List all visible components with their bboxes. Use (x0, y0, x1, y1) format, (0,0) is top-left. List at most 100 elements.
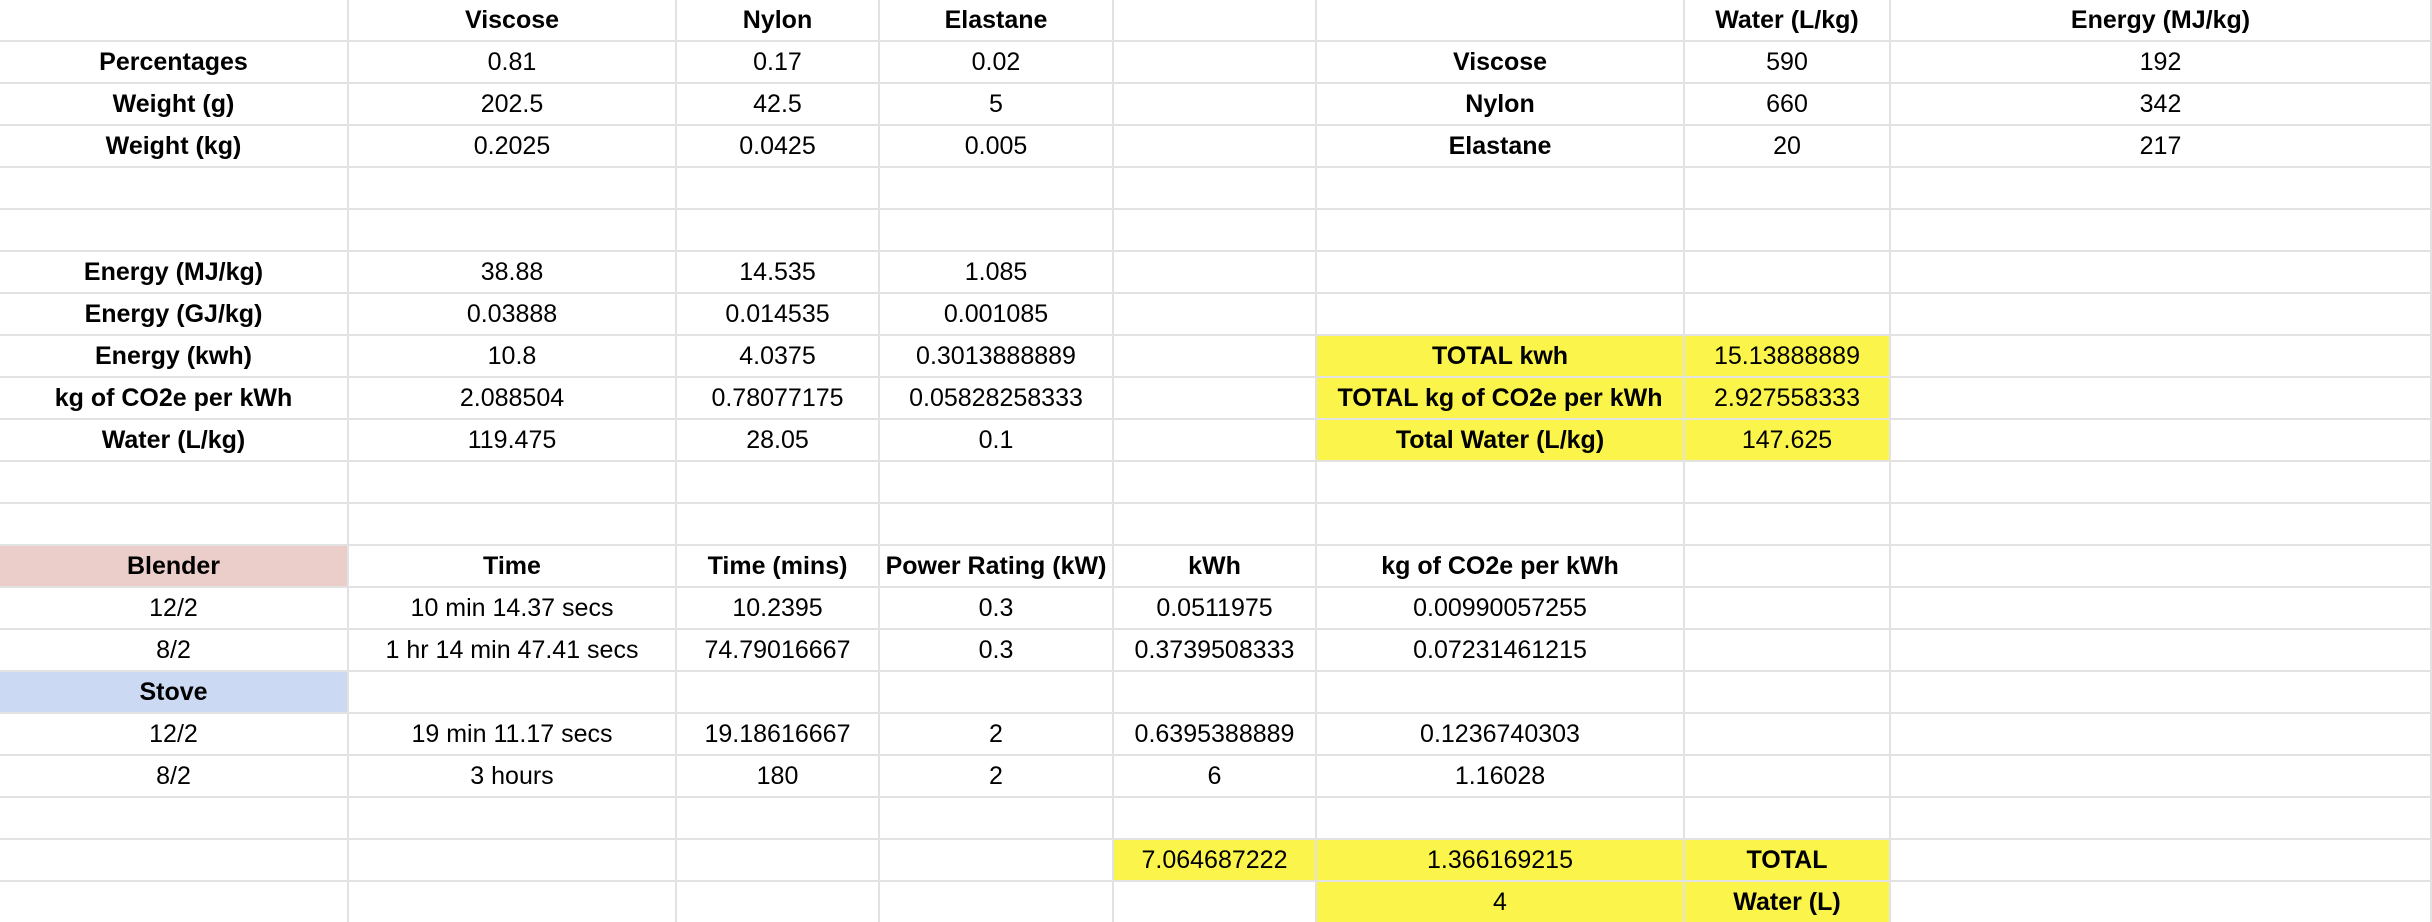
cell-E13[interactable] (1114, 504, 1317, 546)
cell-B8[interactable]: 0.03888 (349, 294, 677, 336)
cell-G22[interactable]: Water (L) (1685, 882, 1891, 922)
cell-D17[interactable] (880, 672, 1114, 714)
cell-D2[interactable]: 0.02 (880, 42, 1114, 84)
cell-C4[interactable]: 0.0425 (677, 126, 880, 168)
cell-C12[interactable] (677, 462, 880, 504)
cell-A2[interactable]: Percentages (0, 42, 349, 84)
cell-A3[interactable]: Weight (g) (0, 84, 349, 126)
cell-D22[interactable] (880, 882, 1114, 922)
cell-E3[interactable] (1114, 84, 1317, 126)
cell-G18[interactable] (1685, 714, 1891, 756)
cell-G16[interactable] (1685, 630, 1891, 672)
cell-G12[interactable] (1685, 462, 1891, 504)
cell-A11[interactable]: Water (L/kg) (0, 420, 349, 462)
cell-H6[interactable] (1891, 210, 2432, 252)
cell-G9[interactable]: 15.13888889 (1685, 336, 1891, 378)
cell-G15[interactable] (1685, 588, 1891, 630)
cell-H5[interactable] (1891, 168, 2432, 210)
cell-F12[interactable] (1317, 462, 1685, 504)
cell-F21[interactable]: 1.366169215 (1317, 840, 1685, 882)
cell-H9[interactable] (1891, 336, 2432, 378)
cell-G14[interactable] (1685, 546, 1891, 588)
cell-D13[interactable] (880, 504, 1114, 546)
cell-G8[interactable] (1685, 294, 1891, 336)
cell-A19[interactable]: 8/2 (0, 756, 349, 798)
cell-H11[interactable] (1891, 420, 2432, 462)
cell-A16[interactable]: 8/2 (0, 630, 349, 672)
cell-F1[interactable] (1317, 0, 1685, 42)
cell-A17[interactable]: Stove (0, 672, 349, 714)
cell-D19[interactable]: 2 (880, 756, 1114, 798)
cell-B22[interactable] (349, 882, 677, 922)
cell-A4[interactable]: Weight (kg) (0, 126, 349, 168)
cell-A21[interactable] (0, 840, 349, 882)
cell-E17[interactable] (1114, 672, 1317, 714)
cell-F16[interactable]: 0.07231461215 (1317, 630, 1685, 672)
cell-G2[interactable]: 590 (1685, 42, 1891, 84)
cell-H13[interactable] (1891, 504, 2432, 546)
cell-C11[interactable]: 28.05 (677, 420, 880, 462)
cell-A15[interactable]: 12/2 (0, 588, 349, 630)
cell-F3[interactable]: Nylon (1317, 84, 1685, 126)
cell-A9[interactable]: Energy (kwh) (0, 336, 349, 378)
cell-F19[interactable]: 1.16028 (1317, 756, 1685, 798)
cell-D11[interactable]: 0.1 (880, 420, 1114, 462)
cell-F2[interactable]: Viscose (1317, 42, 1685, 84)
cell-H10[interactable] (1891, 378, 2432, 420)
cell-B15[interactable]: 10 min 14.37 secs (349, 588, 677, 630)
cell-A13[interactable] (0, 504, 349, 546)
cell-D3[interactable]: 5 (880, 84, 1114, 126)
cell-B1[interactable]: Viscose (349, 0, 677, 42)
cell-G20[interactable] (1685, 798, 1891, 840)
cell-E22[interactable] (1114, 882, 1317, 922)
cell-F20[interactable] (1317, 798, 1685, 840)
cell-F9[interactable]: TOTAL kwh (1317, 336, 1685, 378)
cell-H1[interactable]: Energy (MJ/kg) (1891, 0, 2432, 42)
cell-B9[interactable]: 10.8 (349, 336, 677, 378)
cell-B5[interactable] (349, 168, 677, 210)
cell-D7[interactable]: 1.085 (880, 252, 1114, 294)
cell-B17[interactable] (349, 672, 677, 714)
cell-E9[interactable] (1114, 336, 1317, 378)
cell-G7[interactable] (1685, 252, 1891, 294)
cell-C7[interactable]: 14.535 (677, 252, 880, 294)
cell-G4[interactable]: 20 (1685, 126, 1891, 168)
cell-F6[interactable] (1317, 210, 1685, 252)
cell-B19[interactable]: 3 hours (349, 756, 677, 798)
cell-B18[interactable]: 19 min 11.17 secs (349, 714, 677, 756)
cell-H7[interactable] (1891, 252, 2432, 294)
cell-E12[interactable] (1114, 462, 1317, 504)
cell-D6[interactable] (880, 210, 1114, 252)
cell-B14[interactable]: Time (349, 546, 677, 588)
cell-C17[interactable] (677, 672, 880, 714)
cell-D14[interactable]: Power Rating (kW) (880, 546, 1114, 588)
cell-F5[interactable] (1317, 168, 1685, 210)
cell-E5[interactable] (1114, 168, 1317, 210)
cell-E21[interactable]: 7.064687222 (1114, 840, 1317, 882)
cell-H21[interactable] (1891, 840, 2432, 882)
cell-C15[interactable]: 10.2395 (677, 588, 880, 630)
cell-A10[interactable]: kg of CO2e per kWh (0, 378, 349, 420)
cell-B11[interactable]: 119.475 (349, 420, 677, 462)
cell-G17[interactable] (1685, 672, 1891, 714)
cell-H16[interactable] (1891, 630, 2432, 672)
cell-G10[interactable]: 2.927558333 (1685, 378, 1891, 420)
cell-D16[interactable]: 0.3 (880, 630, 1114, 672)
cell-C5[interactable] (677, 168, 880, 210)
cell-C16[interactable]: 74.79016667 (677, 630, 880, 672)
cell-C22[interactable] (677, 882, 880, 922)
cell-D1[interactable]: Elastane (880, 0, 1114, 42)
cell-E11[interactable] (1114, 420, 1317, 462)
cell-C2[interactable]: 0.17 (677, 42, 880, 84)
cell-A20[interactable] (0, 798, 349, 840)
cell-H22[interactable] (1891, 882, 2432, 922)
cell-G21[interactable]: TOTAL (1685, 840, 1891, 882)
cell-C8[interactable]: 0.014535 (677, 294, 880, 336)
cell-D18[interactable]: 2 (880, 714, 1114, 756)
cell-E6[interactable] (1114, 210, 1317, 252)
cell-B21[interactable] (349, 840, 677, 882)
cell-G13[interactable] (1685, 504, 1891, 546)
cell-F4[interactable]: Elastane (1317, 126, 1685, 168)
cell-C21[interactable] (677, 840, 880, 882)
cell-B12[interactable] (349, 462, 677, 504)
